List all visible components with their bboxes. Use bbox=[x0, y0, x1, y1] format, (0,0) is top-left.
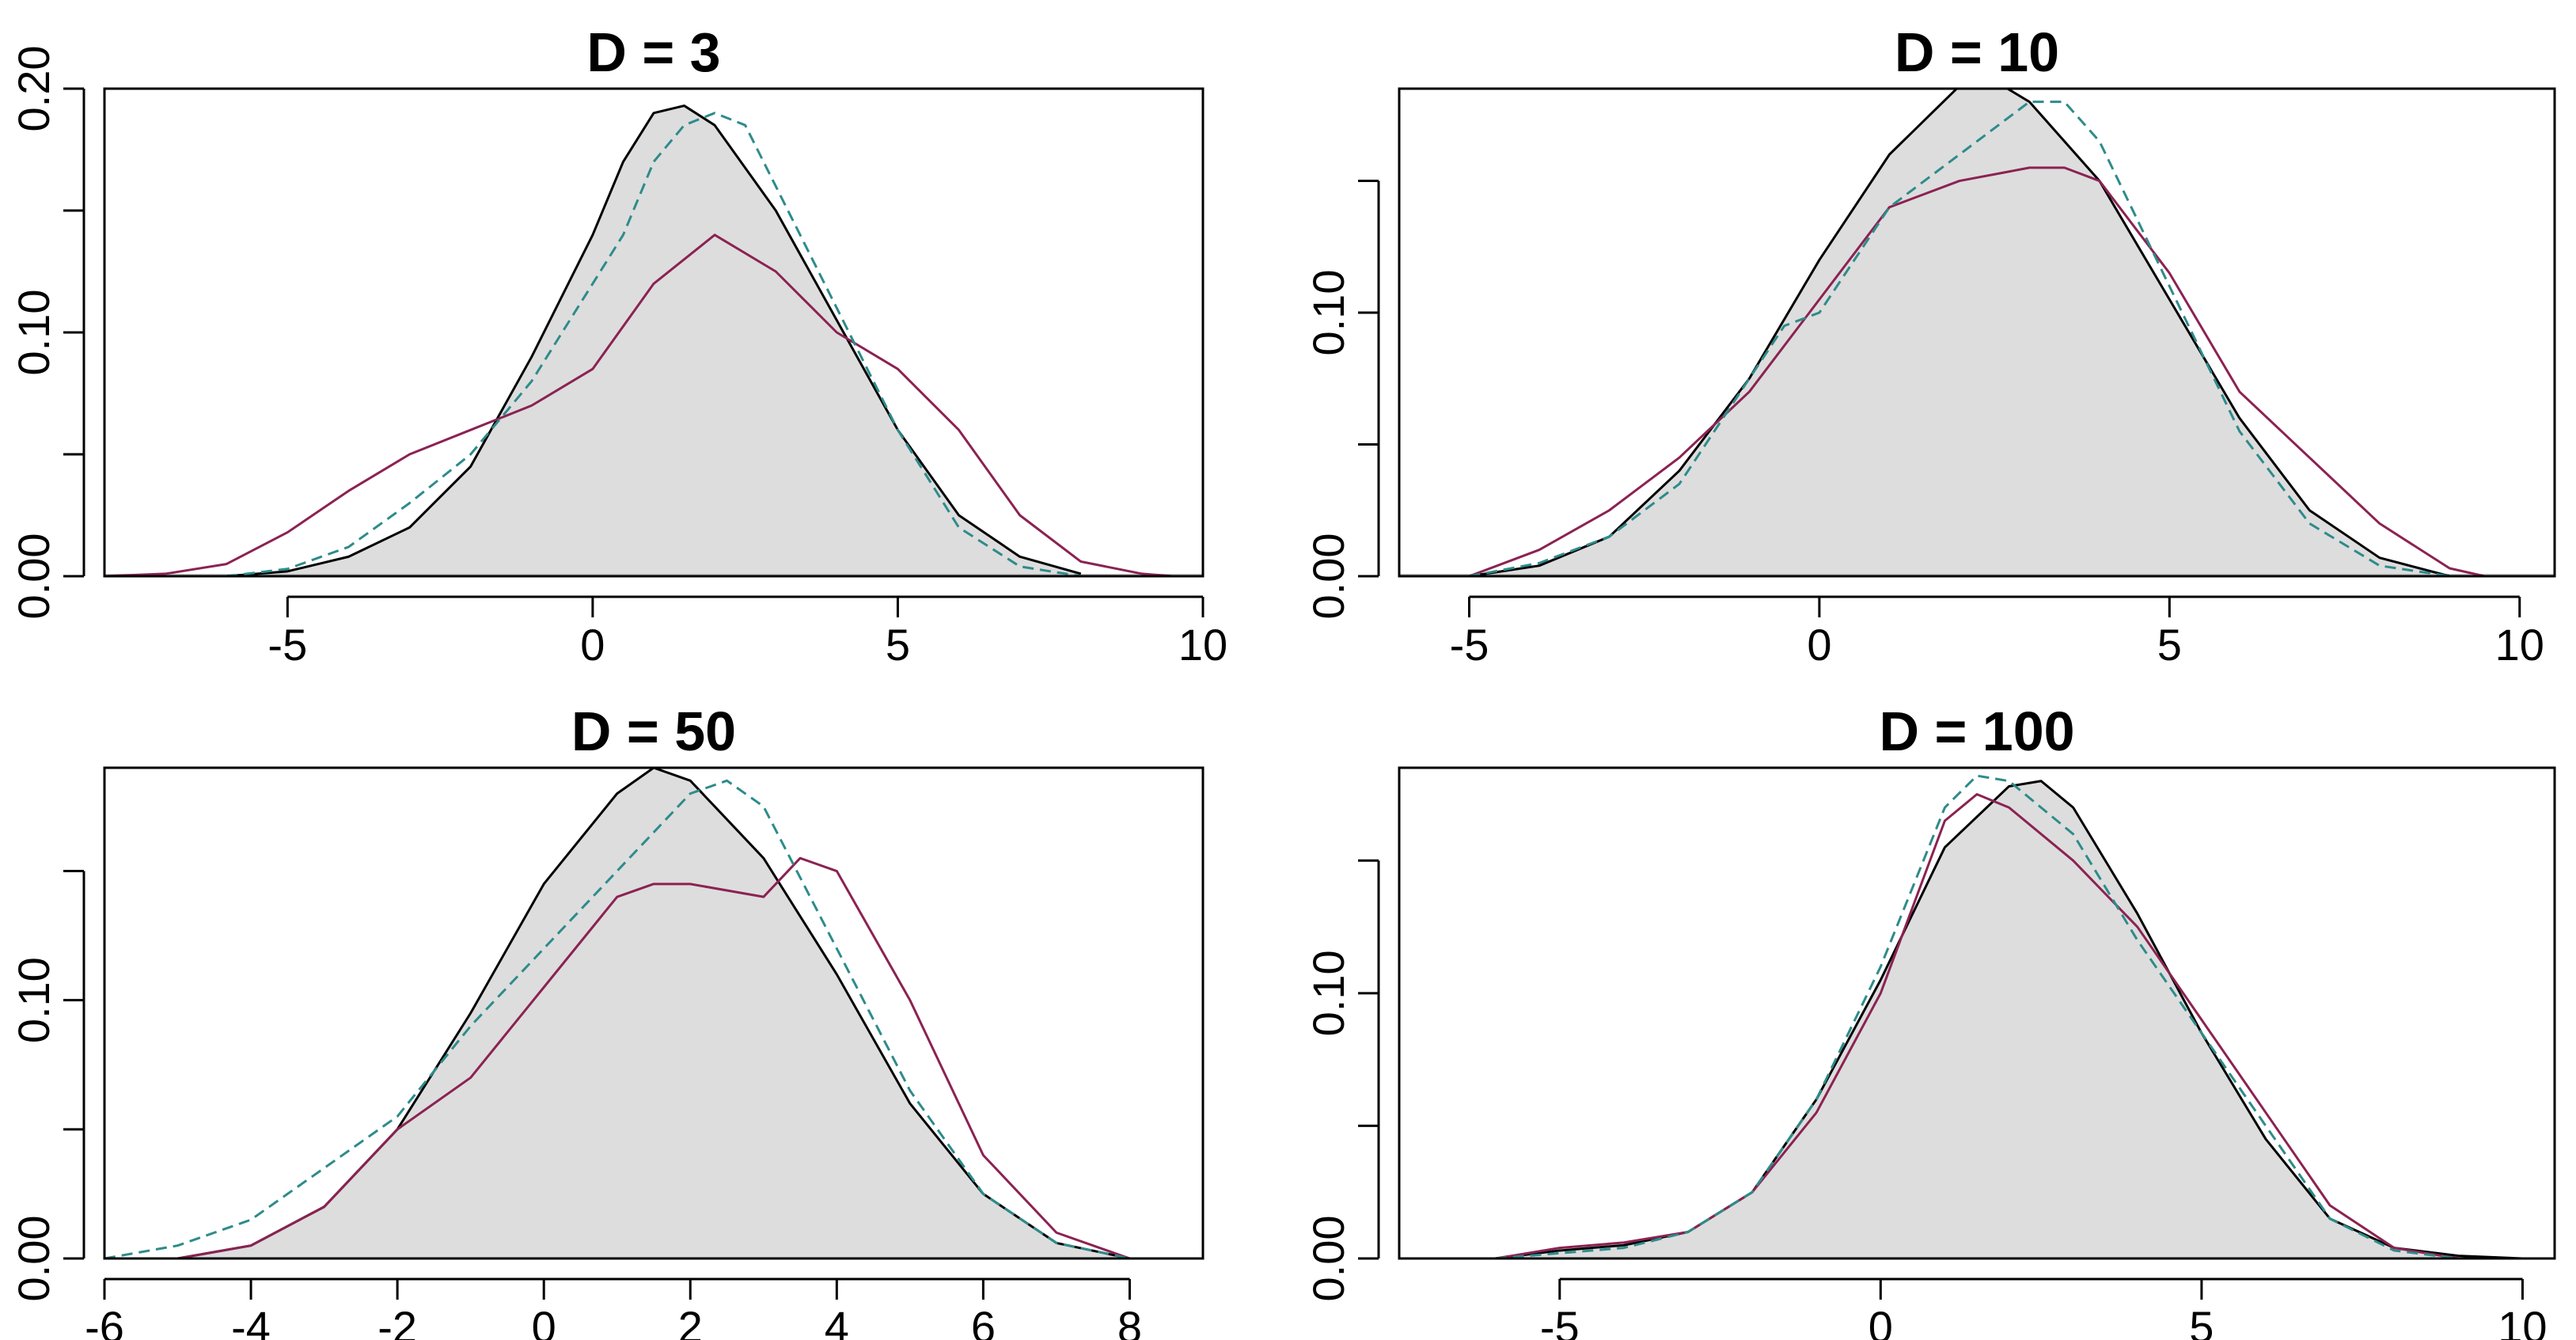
y-tick-label: 0.00 bbox=[1303, 533, 1353, 620]
y-tick-label: 0.00 bbox=[9, 533, 59, 620]
y-tick-label: 0.10 bbox=[1303, 950, 1353, 1036]
series-line-2 bbox=[177, 856, 1130, 1258]
x-tick-label: 6 bbox=[971, 1302, 996, 1340]
series-line-3 bbox=[1469, 101, 2450, 576]
y-tick-label: 0.00 bbox=[9, 1216, 59, 1302]
series-line-3 bbox=[226, 112, 1082, 576]
plot-frame bbox=[1398, 766, 2556, 1260]
x-tick-label: -4 bbox=[231, 1302, 271, 1340]
x-tick-label: 2 bbox=[678, 1302, 703, 1340]
panel-3: D = 50 -6 -4 -2 0 2 4 6 8 0.00 0.10 bbox=[9, 700, 1205, 1340]
x-tick-label: 5 bbox=[886, 620, 910, 670]
y-tick-label: 0.10 bbox=[9, 957, 59, 1043]
plot-area bbox=[104, 768, 1203, 1258]
x-tick-label: 10 bbox=[2495, 620, 2544, 670]
y-tick-label: 0.10 bbox=[1303, 270, 1353, 356]
panel-title: D = 100 bbox=[1879, 700, 2074, 762]
x-tick-label: 0 bbox=[580, 620, 605, 670]
x-tick-label: 0 bbox=[1807, 620, 1831, 670]
x-tick-label: 5 bbox=[2189, 1302, 2214, 1340]
plot-frame bbox=[1398, 87, 2556, 578]
series-line-2 bbox=[1468, 166, 2485, 576]
x-tick-label: -2 bbox=[377, 1302, 417, 1340]
x-tick-label: 0 bbox=[1868, 1302, 1893, 1340]
series-line-2 bbox=[1495, 793, 2459, 1258]
plot-frame bbox=[103, 87, 1205, 578]
density-fill bbox=[226, 105, 1081, 576]
y-tick-label: 0.00 bbox=[1303, 1216, 1353, 1302]
x-tick-label: -5 bbox=[1540, 1302, 1580, 1340]
x-tick-label: 0 bbox=[532, 1302, 556, 1340]
y-tick-label: 0.20 bbox=[9, 46, 59, 132]
panel-title: D = 10 bbox=[1895, 21, 2059, 83]
series-line-1 bbox=[1469, 89, 2450, 576]
y-tick-label: 0.10 bbox=[9, 290, 59, 376]
x-tick-label: 10 bbox=[1178, 620, 1227, 670]
plot-frame bbox=[103, 766, 1205, 1260]
x-tick-label: 8 bbox=[1117, 1302, 1142, 1340]
panel-title: D = 50 bbox=[571, 700, 736, 762]
x-tick-label: 10 bbox=[2498, 1302, 2547, 1340]
panel-title: D = 3 bbox=[586, 21, 720, 83]
x-tick-label: -5 bbox=[1450, 620, 1489, 670]
density-fill bbox=[1495, 780, 2523, 1258]
panel-4: D = 100 -5 0 5 10 0.00 0.10 bbox=[1303, 700, 2556, 1340]
plot-area bbox=[1399, 774, 2555, 1258]
series-line-1 bbox=[226, 104, 1082, 576]
series-line-3 bbox=[104, 779, 1130, 1258]
density-fill bbox=[177, 768, 1130, 1258]
x-tick-label: 5 bbox=[2157, 620, 2182, 670]
x-tick-label: -5 bbox=[267, 620, 307, 670]
plot-area bbox=[104, 104, 1203, 576]
density-fill bbox=[1469, 89, 2450, 576]
x-tick-label: 4 bbox=[825, 1302, 849, 1340]
panel-1: D = 3 -5 0 5 10 0.00 0.10 0.20 bbox=[9, 21, 1227, 670]
series-line-2 bbox=[104, 233, 1173, 576]
plot-area bbox=[1399, 89, 2555, 576]
panel-2: D = 10 -5 0 5 10 0.00 0.10 bbox=[1303, 21, 2556, 670]
x-tick-label: -6 bbox=[85, 1302, 124, 1340]
